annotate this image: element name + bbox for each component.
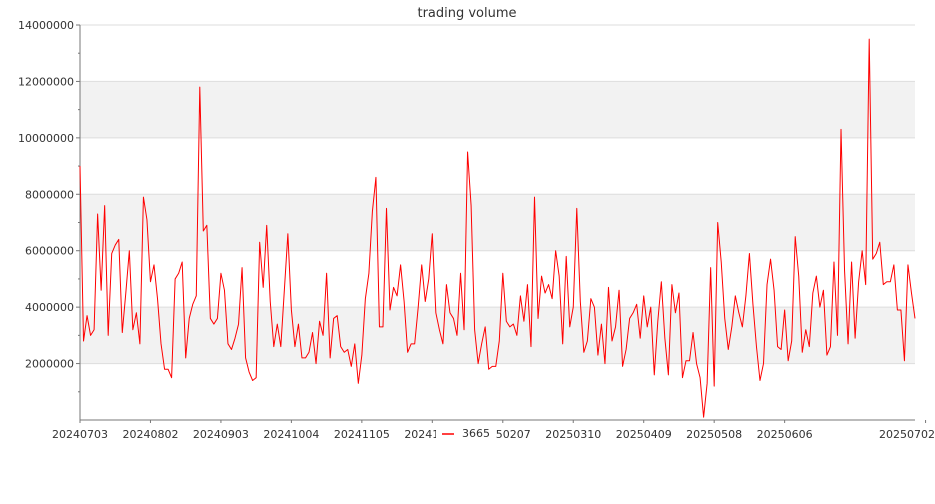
gridlines [80, 24, 915, 365]
x-tick-label: 20240802 [122, 428, 178, 441]
series-layer [79, 38, 916, 418]
background-band [80, 81, 915, 138]
y-tick-label: 10000000 [18, 132, 74, 145]
background-band [80, 194, 915, 251]
y-axis-ticks: 2000000 4000000 6000000 8000000 10000000 1200… [18, 19, 80, 393]
x-tick-label: 20240903 [193, 428, 249, 441]
y-tick-label: 2000000 [25, 358, 74, 371]
chart-title: trading volume [417, 6, 516, 21]
y-tick-label: 12000000 [18, 75, 74, 88]
x-tick-label: 20250409 [616, 428, 672, 441]
x-tick-label: 20250508 [686, 428, 742, 441]
background-bands [80, 81, 915, 364]
x-tick-label: 20250310 [545, 428, 601, 441]
y-tick-label: 8000000 [25, 188, 74, 201]
x-tick-label: 20241004 [263, 428, 319, 441]
x-tick-label: 20250702 [879, 428, 935, 441]
legend-background [436, 424, 496, 442]
series-line-3665 [79, 38, 916, 418]
x-tick-label: 20250606 [757, 428, 813, 441]
y-tick-label: 4000000 [25, 301, 74, 314]
y-tick-label: 14000000 [18, 19, 74, 32]
legend[interactable]: 3665 [436, 424, 496, 442]
legend-label: 3665 [462, 427, 490, 440]
x-tick-label: 20240703 [52, 428, 108, 441]
y-tick-label: 6000000 [25, 245, 74, 258]
x-tick-label: 20241105 [334, 428, 390, 441]
